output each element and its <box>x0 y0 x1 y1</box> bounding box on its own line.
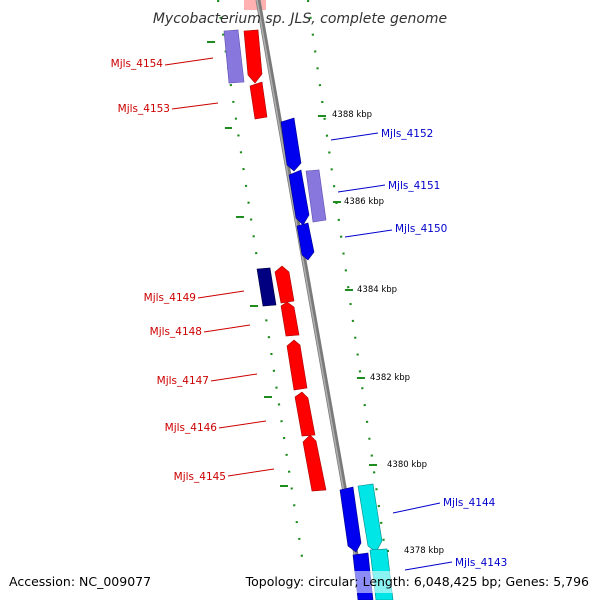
gene-label[interactable]: Mjls_4146 <box>165 422 218 434</box>
gene-arrow-blue <box>339 486 362 553</box>
gene-label[interactable]: Mjls_4151 <box>388 180 440 192</box>
gene-label[interactable]: Mjls_4152 <box>381 128 433 140</box>
gene-label[interactable]: Mjls_4153 <box>118 103 170 115</box>
gene-arrow-blue <box>296 222 315 261</box>
gene-labels-right: Mjls_4152 Mjls_4151 Mjls_4150 Mjls_4144 … <box>381 128 507 569</box>
scale-label: 4380 kbp <box>387 460 427 470</box>
gene-label[interactable]: Mjls_4154 <box>111 58 164 70</box>
scale-label: 4382 kbp <box>370 373 410 383</box>
map-title: Mycobacterium sp. JLS, complete genome <box>153 11 447 27</box>
gene-arrow-lavender <box>223 29 245 84</box>
gene-arrow-navy <box>256 267 277 307</box>
gene-labels-left: Mjls_4154 Mjls_4153 Mjls_4149 Mjls_4148 … <box>111 58 226 483</box>
footer-backdrop <box>0 571 600 593</box>
gene-arrow-red <box>243 29 263 84</box>
gene-arrow-blue <box>280 117 302 172</box>
scale-label: 4388 kbp <box>332 110 372 120</box>
scale-label: 4378 kbp <box>404 546 444 556</box>
leader-line-red <box>171 102 219 110</box>
leader-lines <box>164 57 453 571</box>
leader-line-blue <box>404 561 453 571</box>
leader-line-red <box>210 373 258 382</box>
gene-arrow-red <box>274 265 295 304</box>
leader-line-red <box>203 324 251 333</box>
gene-label[interactable]: Mjls_4149 <box>144 292 196 304</box>
gene-label[interactable]: Mjls_4143 <box>455 557 507 569</box>
genome-stats-text: Topology: circular; Length: 6,048,425 bp… <box>245 574 589 589</box>
gene-arrow-red <box>280 301 300 337</box>
gene-label[interactable]: Mjls_4144 <box>443 497 496 509</box>
leader-line-red <box>197 290 245 299</box>
gene-arrow-red <box>286 339 308 391</box>
accession-text: Accession: NC_009077 <box>9 574 151 589</box>
scale-label: 4384 kbp <box>357 285 397 295</box>
gene-arrow-lavender <box>305 169 327 223</box>
leader-line-blue <box>330 132 379 141</box>
leader-line-red <box>227 468 275 477</box>
gene-label[interactable]: Mjls_4148 <box>150 326 202 338</box>
gene-arrow-blue <box>288 169 310 226</box>
leader-line-blue <box>344 229 393 238</box>
gene-label[interactable]: Mjls_4150 <box>395 223 447 235</box>
gene-arrow-red <box>302 434 327 492</box>
leader-line-red <box>164 57 214 66</box>
scale-labels: 4388 kbp 4386 kbp 4384 kbp 4382 kbp 4380… <box>332 110 444 556</box>
gene-arrow-red <box>249 81 268 120</box>
gene-arrow-red <box>294 391 316 437</box>
top-ring-fragment <box>244 0 266 10</box>
leader-line-blue <box>337 184 386 193</box>
scale-label: 4386 kbp <box>344 197 384 207</box>
leader-line-red <box>218 420 267 429</box>
gene-label[interactable]: Mjls_4145 <box>174 471 226 483</box>
gene-label[interactable]: Mjls_4147 <box>157 375 209 387</box>
leader-line-blue <box>392 502 441 514</box>
gene-arrow-cyan <box>357 483 383 553</box>
